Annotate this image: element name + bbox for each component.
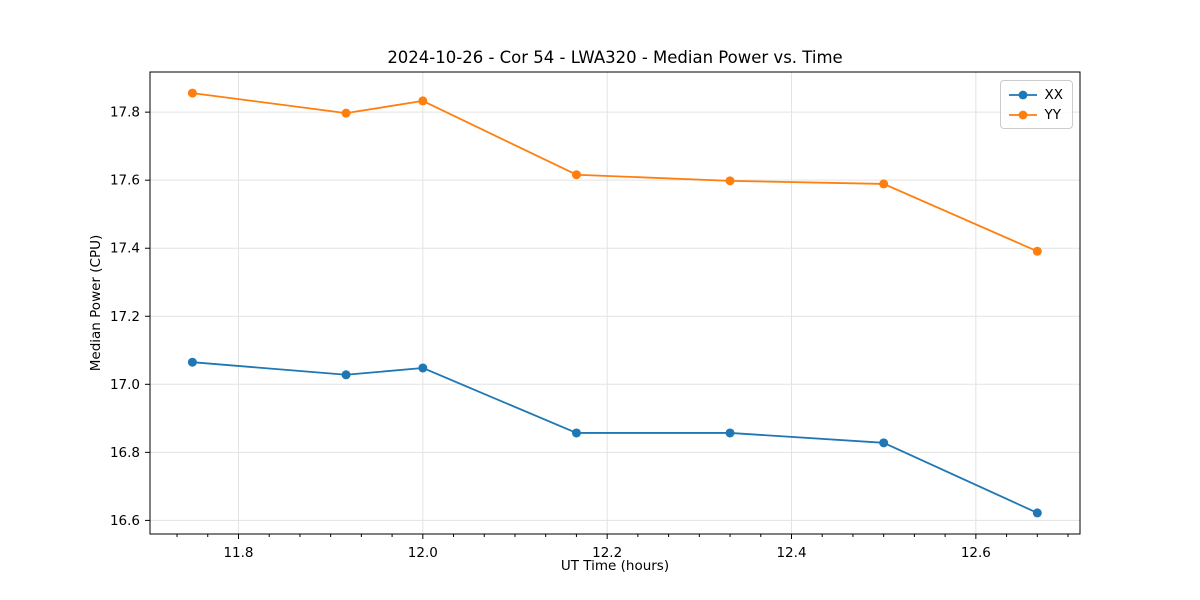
y-tick-label: 17.4	[110, 241, 140, 257]
data-point-xx	[879, 438, 889, 448]
series-line-yy	[191, 92, 1039, 253]
data-point-xx	[725, 428, 735, 438]
legend-item-yy: YY	[1008, 105, 1064, 124]
data-point-xx	[571, 428, 581, 438]
data-point-yy	[418, 96, 428, 106]
data-point-yy	[879, 179, 889, 189]
data-point-yy	[725, 176, 735, 186]
x-tick-label: 12.6	[961, 545, 991, 561]
x-axis-label: UT Time (hours)	[560, 558, 670, 574]
x-tick-label: 11.8	[223, 545, 253, 561]
chart-title: 2024-10-26 - Cor 54 - LWA320 - Median Po…	[387, 48, 843, 67]
data-point-yy	[571, 170, 581, 180]
data-point-xx	[1032, 508, 1042, 518]
legend-label: YY	[1044, 106, 1062, 123]
y-tick-label: 16.8	[110, 445, 140, 461]
y-axis-label: Median Power (CPU)	[88, 234, 104, 372]
data-point-xx	[187, 357, 197, 367]
legend-item-xx: XX	[1008, 85, 1064, 104]
x-tick-label: 12.4	[776, 545, 806, 561]
legend: XX YY	[999, 80, 1073, 129]
y-tick-label: 17.8	[110, 105, 140, 121]
data-point-yy	[1032, 246, 1042, 256]
legend-label: XX	[1044, 86, 1064, 103]
data-point-xx	[341, 370, 351, 380]
legend-line-marker-icon	[1008, 110, 1037, 119]
y-tick-label: 16.6	[110, 513, 140, 529]
x-tick-label: 12.0	[408, 545, 438, 561]
data-point-yy	[187, 88, 197, 98]
data-point-xx	[418, 363, 428, 373]
data-point-yy	[341, 108, 351, 118]
y-tick-label: 17.2	[110, 309, 140, 325]
axes-border	[149, 71, 1081, 535]
legend-line-marker-icon	[1008, 90, 1037, 99]
x-tick-label: 12.2	[592, 545, 622, 561]
y-tick-label: 17.6	[110, 173, 140, 189]
y-tick-label: 17.0	[110, 377, 140, 393]
